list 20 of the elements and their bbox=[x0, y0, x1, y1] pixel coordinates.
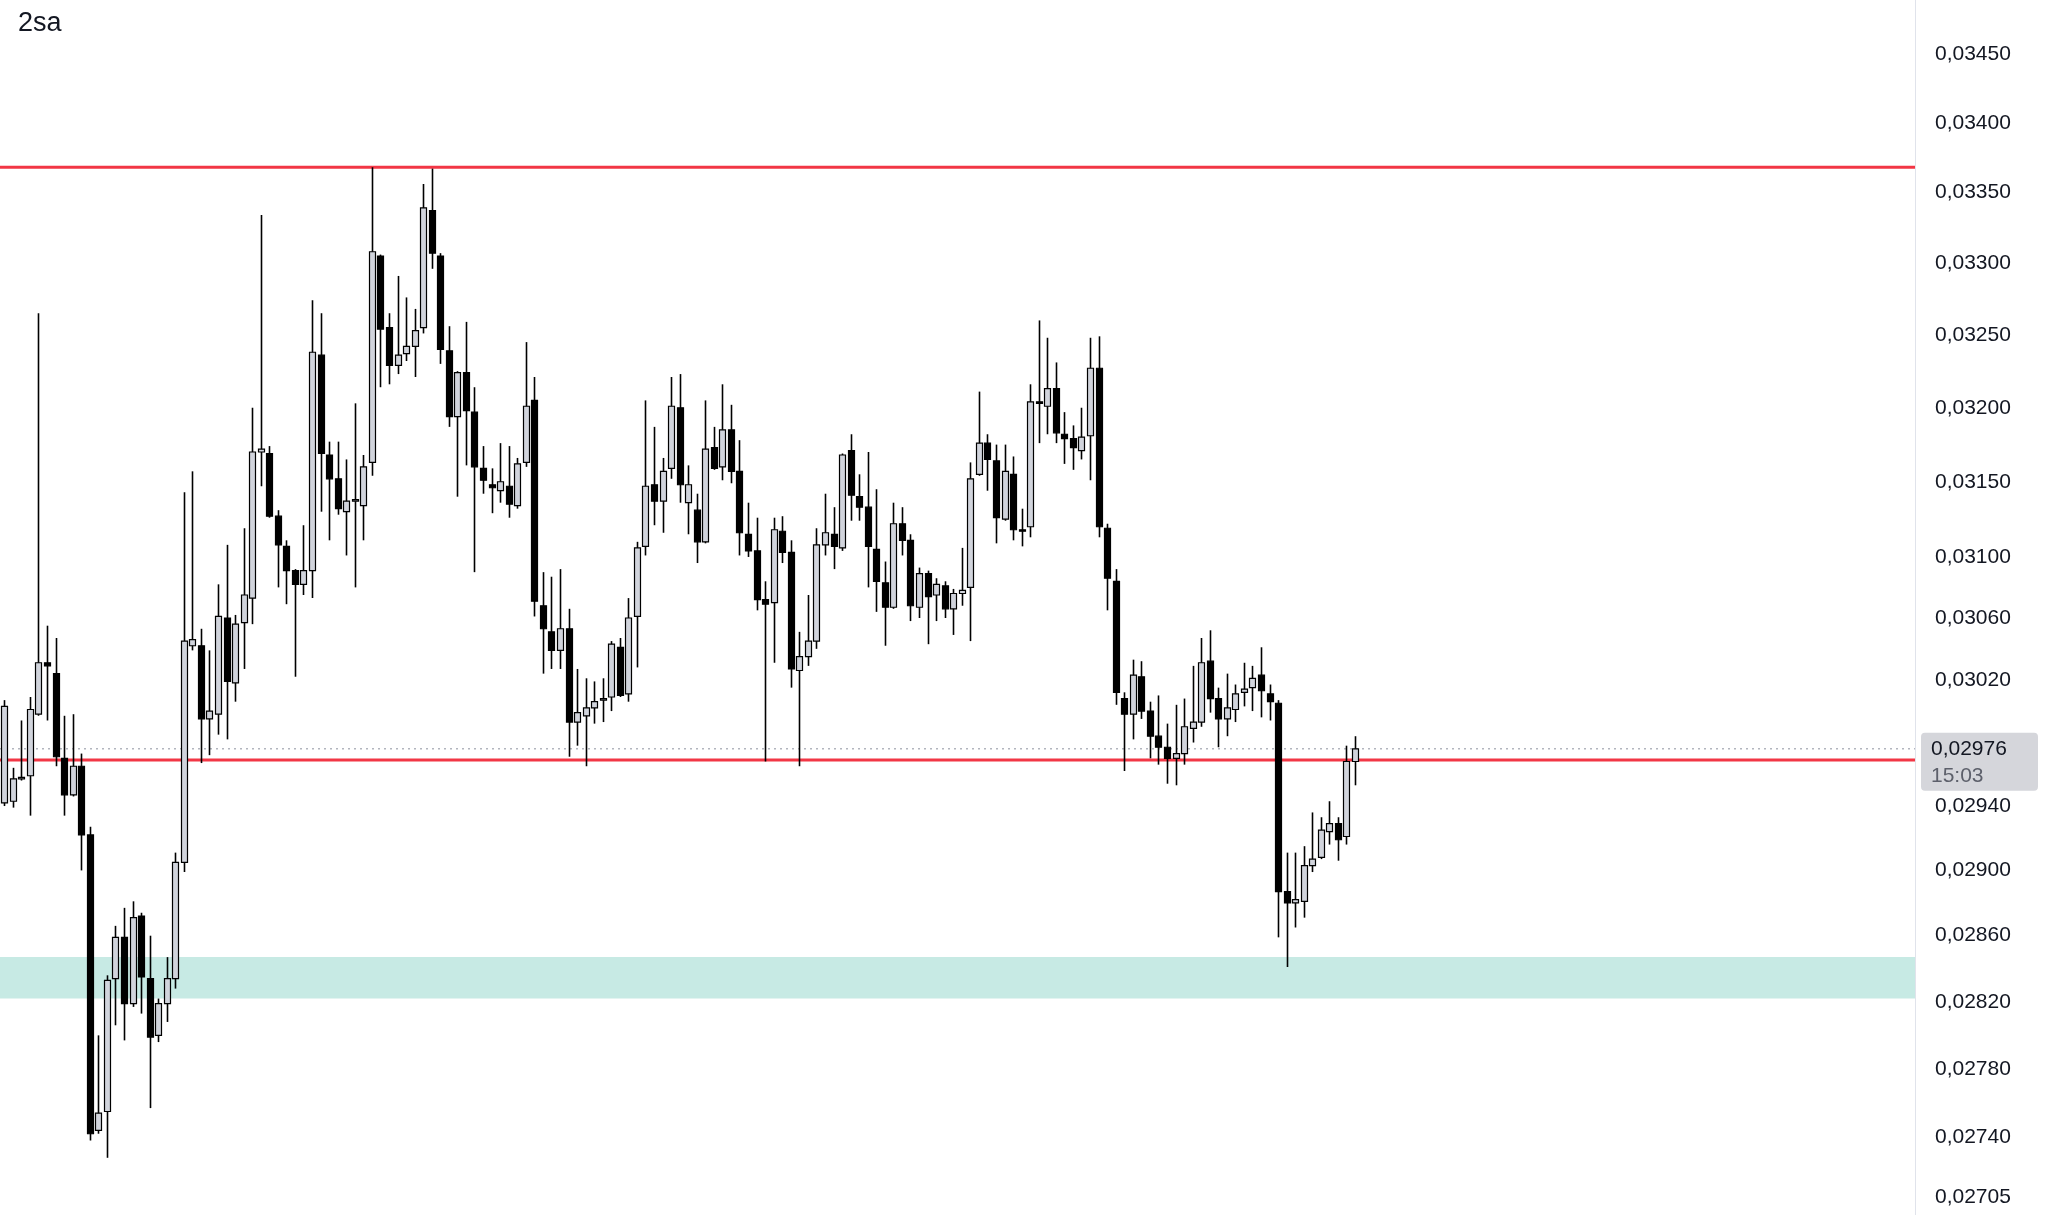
y-tick-label: 0,03400 bbox=[1935, 109, 2011, 133]
y-tick-label: 0,03100 bbox=[1935, 543, 2011, 567]
y-tick-label: 0,03300 bbox=[1935, 249, 2011, 273]
y-tick-label: 0,02705 bbox=[1935, 1184, 2011, 1208]
y-tick-label: 0,02900 bbox=[1935, 857, 2011, 881]
text: 15:03 bbox=[1931, 762, 1984, 786]
y-tick-label: 0,02860 bbox=[1935, 922, 2011, 946]
y-tick-label: 0,03250 bbox=[1935, 321, 2011, 345]
y-tick-label: 0,03200 bbox=[1935, 394, 2011, 418]
y-tick-label: 0,03150 bbox=[1935, 468, 2011, 492]
y-tick-label: 0,02940 bbox=[1935, 792, 2011, 816]
y-tick-label: 0,02740 bbox=[1935, 1123, 2011, 1147]
y-tick-label: 0,02780 bbox=[1935, 1055, 2011, 1079]
y-tick-label: 0,03350 bbox=[1935, 179, 2011, 203]
ref-line-label: 0,02976 bbox=[1931, 735, 2007, 759]
chart-title: 2sa bbox=[18, 7, 63, 38]
y-tick-label: 0,02820 bbox=[1935, 988, 2011, 1012]
y-tick-label: 0,03020 bbox=[1935, 666, 2011, 690]
y-tick-label: 0,03060 bbox=[1935, 604, 2011, 628]
y-tick-label: 0,03450 bbox=[1935, 40, 2011, 64]
